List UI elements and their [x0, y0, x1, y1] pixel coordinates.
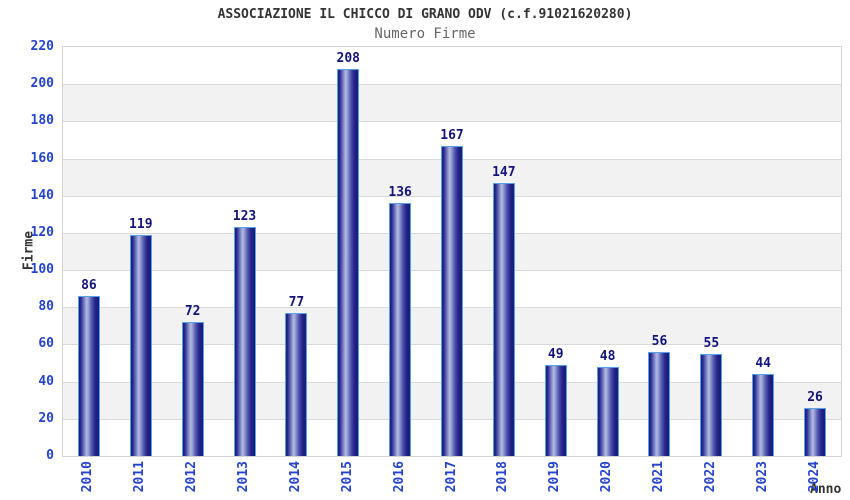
bar-value-label: 136 [388, 185, 412, 201]
x-tick-label: 2020 [599, 461, 615, 493]
chart-title: ASSOCIAZIONE IL CHICCO DI GRANO ODV (c.f… [217, 7, 633, 22]
y-tick-label: 160 [30, 150, 54, 166]
y-tick-label: 40 [38, 373, 54, 389]
background-band [63, 47, 841, 85]
x-tick-label: 2013 [236, 461, 252, 493]
bar-2021 [648, 351, 671, 456]
bar-2024 [804, 407, 827, 456]
chart-subtitle: Numero Firme [374, 26, 476, 42]
bar-2014 [285, 312, 308, 456]
x-tick-label: 2017 [443, 461, 459, 493]
bar-2010 [77, 296, 100, 456]
bar-value-label: 77 [288, 294, 305, 310]
x-tick-label: 2012 [184, 461, 200, 493]
y-tick-label: 120 [30, 224, 54, 240]
x-tick-label: 2022 [702, 461, 718, 493]
bar-value-label: 44 [755, 356, 772, 372]
x-tick-label: 2024 [806, 461, 822, 493]
x-tick-label: 2021 [650, 461, 666, 493]
x-axis-title: Anno [810, 482, 842, 497]
bar-value-label: 56 [651, 333, 668, 349]
y-tick-label: 0 [46, 448, 54, 463]
bar-2015 [337, 69, 360, 456]
x-tick-label: 2010 [80, 461, 96, 493]
x-tick-label: 2014 [287, 461, 303, 493]
y-tick-label: 140 [30, 187, 54, 203]
y-tick-label: 100 [30, 262, 54, 278]
y-tick-label: 60 [38, 336, 54, 352]
x-tick-label: 2018 [495, 461, 511, 493]
x-tick-label: 2019 [547, 461, 563, 493]
plot-area: 86 119 72 123 77 208 136 167 147 49 48 56 55 44 26 [62, 46, 842, 457]
bar-2013 [233, 227, 256, 456]
bar-value-label: 48 [599, 348, 616, 364]
bar-2019 [544, 364, 567, 456]
bar-2017 [441, 145, 463, 456]
bar-value-label: 119 [129, 216, 153, 232]
bar-2012 [181, 322, 204, 456]
background-band [63, 84, 841, 122]
bar-value-label: 55 [703, 335, 720, 351]
bar-value-label: 26 [807, 389, 823, 405]
bar-value-label: 72 [184, 304, 201, 320]
bar-2020 [596, 366, 619, 456]
x-tick-label: 2011 [132, 461, 148, 493]
x-tick-label: 2015 [339, 461, 355, 493]
bar-2018 [492, 182, 515, 456]
bar-value-label: 86 [81, 278, 97, 294]
bar-2016 [389, 203, 412, 456]
x-tick-label: 2016 [391, 461, 407, 493]
bar-value-label: 49 [547, 346, 564, 362]
y-tick-label: 180 [30, 113, 54, 129]
gridline [63, 121, 841, 123]
bar-value-label: 123 [232, 209, 257, 225]
bar-value-label: 147 [492, 164, 516, 180]
y-axis-title: Firme [21, 230, 37, 271]
bar-2022 [700, 353, 723, 456]
bar-2011 [129, 234, 152, 456]
y-tick-label: 220 [30, 39, 54, 54]
bar-value-label: 208 [336, 51, 360, 67]
y-tick-label: 200 [30, 76, 54, 92]
bar-value-label: 167 [440, 127, 464, 143]
x-tick-label: 2023 [754, 461, 770, 493]
y-tick-label: 20 [38, 410, 54, 426]
bar-2023 [752, 374, 775, 456]
gridline [63, 84, 841, 86]
y-tick-label: 80 [38, 299, 54, 315]
